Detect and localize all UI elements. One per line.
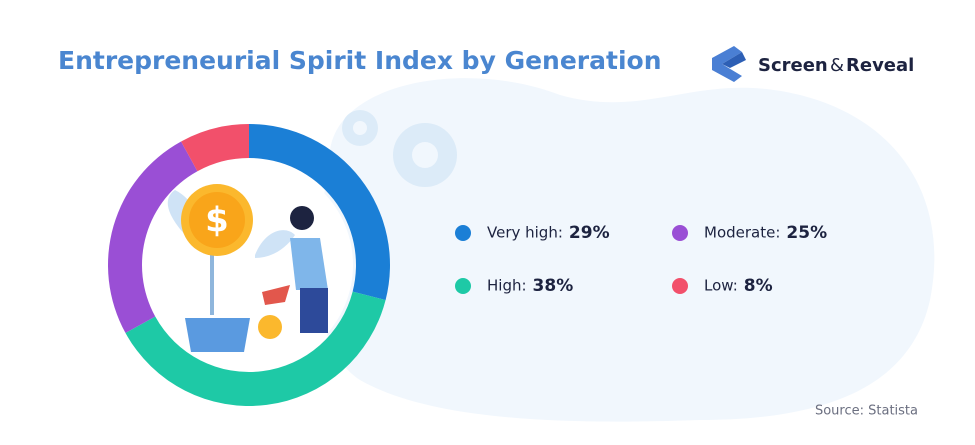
donut-segment [108, 141, 198, 333]
donut-segment [249, 124, 390, 301]
brand-ampersand: & [830, 55, 844, 76]
brand-name: Screen [758, 55, 828, 76]
legend: Very high: 29% High: 38% Moderate: 25% Low: 8% [455, 223, 827, 296]
legend-swatch [455, 278, 471, 294]
legend-label: Low: [704, 277, 738, 295]
legend-swatch [455, 225, 471, 241]
brand-name: Reveal [846, 55, 914, 76]
gear-decor [342, 110, 457, 187]
legend-label: Moderate: [704, 224, 780, 242]
background-blob [318, 78, 935, 422]
value-label: 29% [569, 223, 610, 243]
donut-segment [181, 124, 249, 172]
donut [108, 124, 390, 406]
value-label: 8% [744, 276, 773, 296]
legend-swatch [672, 225, 688, 241]
illustration: $ [145, 161, 353, 369]
chart-title: Entrepreneurial Spirit Index by Generati… [58, 46, 662, 75]
legend-label: High: [487, 277, 527, 295]
donut-segment [125, 291, 386, 406]
value-label: 25% [786, 223, 827, 243]
brand-logo [712, 46, 746, 82]
legend-swatch [672, 278, 688, 294]
svg-text:$: $ [205, 201, 229, 241]
value-label: 38% [533, 276, 574, 296]
legend-label: Very high: [487, 224, 563, 242]
source-note: Source: Statista [815, 404, 918, 419]
